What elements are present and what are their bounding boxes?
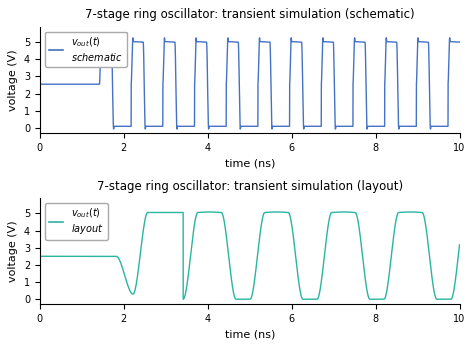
Legend: $v_{out}(t)$
$\mathit{layout}$: $v_{out}(t)$ $\mathit{layout}$ (45, 203, 108, 240)
X-axis label: time (ns): time (ns) (225, 158, 275, 168)
Y-axis label: voltage (V): voltage (V) (9, 220, 18, 282)
Legend: $v_{out}(t)$
$\mathit{schematic}$: $v_{out}(t)$ $\mathit{schematic}$ (45, 32, 127, 67)
X-axis label: time (ns): time (ns) (225, 330, 275, 340)
Title: 7-stage ring oscillator: transient simulation (layout): 7-stage ring oscillator: transient simul… (97, 180, 403, 192)
Y-axis label: voltage (V): voltage (V) (9, 49, 18, 111)
Title: 7-stage ring oscillator: transient simulation (schematic): 7-stage ring oscillator: transient simul… (85, 8, 415, 21)
